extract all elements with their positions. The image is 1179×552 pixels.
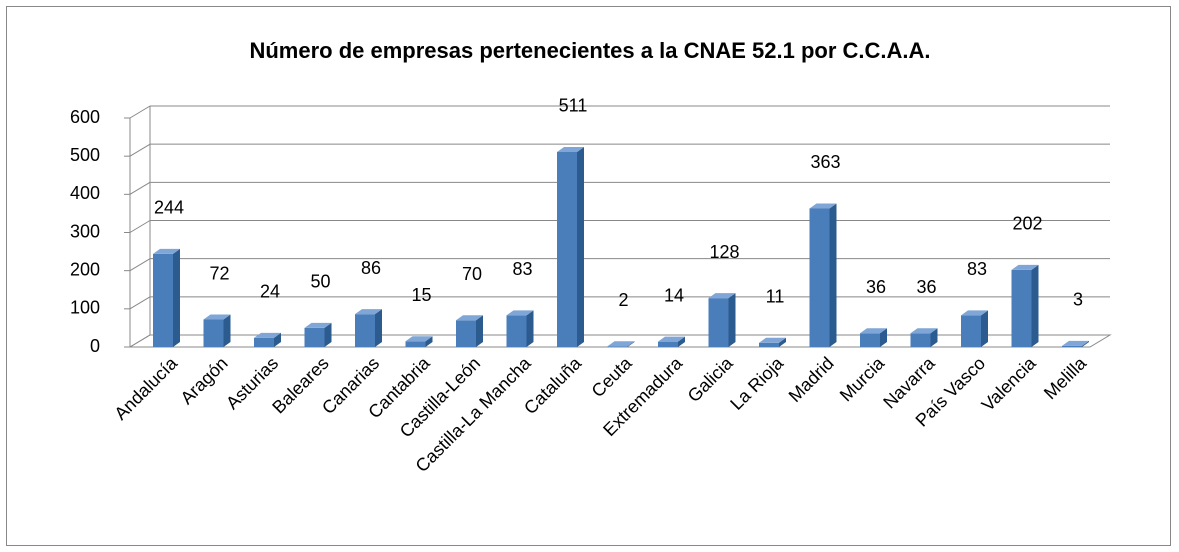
bar-side [223, 314, 231, 347]
value-label: 36 [916, 277, 936, 297]
value-label: 14 [664, 285, 684, 305]
bar-side [930, 328, 938, 347]
bar-top [506, 310, 534, 316]
bar-top [910, 328, 938, 334]
bar-side [880, 328, 887, 347]
value-label: 3 [1073, 290, 1083, 310]
value-label: 86 [361, 258, 381, 278]
grid-line-side [129, 220, 151, 233]
bar-top [405, 336, 433, 342]
value-label: 24 [260, 282, 280, 302]
value-label: 244 [154, 198, 184, 218]
bar-side [1031, 264, 1039, 347]
bar [506, 315, 527, 347]
y-tick-label: 300 [70, 221, 100, 241]
bar-top [1062, 340, 1089, 346]
bar-side [779, 337, 786, 347]
bar [809, 208, 830, 347]
bar [254, 337, 274, 347]
bar-top [961, 310, 988, 316]
bar-side [274, 332, 281, 347]
value-label: 202 [1012, 214, 1042, 234]
value-label: 83 [512, 259, 532, 279]
value-label: 128 [709, 242, 739, 262]
bar-side [981, 310, 988, 347]
grid-line-side [129, 181, 151, 195]
y-tick-label: 100 [70, 298, 100, 318]
grid-line-side [129, 334, 151, 348]
bar-top [607, 341, 635, 347]
bar-top [658, 336, 685, 342]
value-label: 72 [209, 263, 229, 283]
bar [708, 298, 729, 347]
bar-top [304, 322, 332, 328]
bar-top [355, 309, 382, 315]
bar-side [324, 322, 332, 347]
bar [557, 151, 577, 347]
bar [153, 253, 173, 347]
bar-side [476, 315, 483, 347]
grid-line-side [129, 258, 151, 272]
bar-side [375, 309, 382, 347]
bar-top [809, 203, 837, 209]
bar [304, 327, 325, 347]
bar [961, 315, 981, 347]
chart-border [6, 6, 1171, 546]
value-label: 36 [866, 277, 886, 297]
value-label: 511 [559, 96, 588, 116]
bar-top [759, 337, 786, 343]
bar-side [577, 146, 584, 347]
bar [860, 333, 880, 347]
grid-line-side [129, 296, 151, 310]
bar-top [708, 293, 736, 299]
bar-top [254, 332, 281, 338]
bar-side [173, 248, 180, 347]
bar [607, 346, 628, 347]
bar [1011, 269, 1032, 347]
value-label: 70 [462, 264, 482, 284]
bar-side [526, 310, 534, 347]
y-tick-label: 200 [70, 259, 100, 279]
grid-line-side [129, 143, 151, 157]
y-tick-label: 600 [70, 107, 100, 127]
value-label: 11 [766, 287, 785, 307]
bar [456, 320, 476, 347]
bar-top [456, 315, 483, 321]
bar-top [860, 328, 887, 334]
bar [910, 333, 931, 347]
value-label: 15 [411, 285, 431, 305]
bar-side [829, 203, 837, 347]
bar-side [678, 336, 685, 347]
bar-top [203, 314, 231, 320]
value-label: 363 [810, 152, 840, 172]
bar [759, 342, 779, 347]
bar [203, 319, 224, 347]
bar-top [153, 248, 180, 254]
bar-side [627, 341, 635, 347]
bar-side [425, 336, 433, 347]
value-label: 50 [310, 272, 330, 292]
bar [658, 341, 678, 347]
y-tick-label: 500 [70, 145, 100, 165]
bar [405, 341, 426, 347]
value-label: 83 [967, 259, 987, 279]
grid-line-side [129, 105, 151, 119]
bar-side [1082, 340, 1089, 347]
bar [355, 314, 375, 347]
chart-title: Número de empresas pertenecientes a la C… [249, 38, 930, 63]
bar-top [1011, 264, 1039, 270]
y-tick-label: 400 [70, 183, 100, 203]
bar-side [728, 293, 736, 347]
value-label: 2 [618, 290, 628, 310]
y-tick-label: 0 [90, 336, 100, 356]
bar [1062, 345, 1082, 347]
bar-top [557, 146, 584, 152]
